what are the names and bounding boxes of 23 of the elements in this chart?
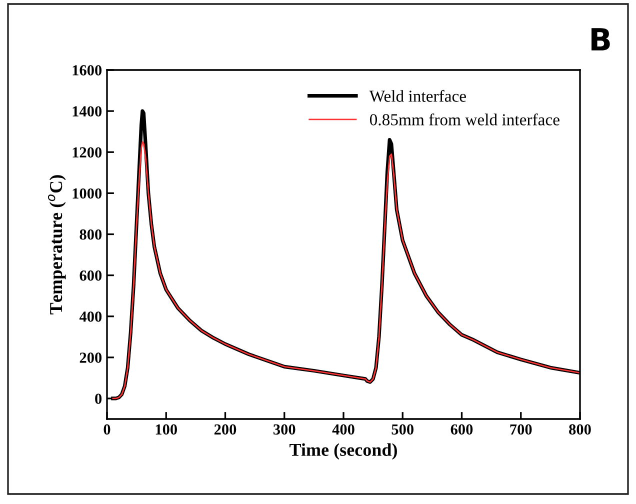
x-tick-label: 300: [273, 424, 296, 435]
y-tick-label: 200: [80, 352, 102, 363]
y-tick-label: 400: [79, 311, 102, 322]
x-tick-label: 600: [450, 424, 473, 435]
x-tick-label: 100: [156, 424, 177, 435]
y-tick-label: 1000: [72, 188, 102, 199]
y-tick-label: 800: [80, 229, 102, 240]
x-tick-label: 500: [392, 424, 414, 435]
legend-label: Weld interface: [369, 90, 466, 102]
x-tick-label: 700: [510, 424, 532, 435]
y-tick-label: 600: [80, 270, 102, 281]
x-tick-label: 800: [569, 424, 591, 435]
x-tick-label: 400: [332, 424, 354, 435]
text: B: [592, 28, 610, 50]
x-tick-label: 200: [214, 424, 236, 435]
y-tick-label: 0: [95, 394, 102, 404]
y-axis-title: Temperature ($^{o}$C): [48, 175, 66, 314]
y-tick-label: 1200: [72, 147, 102, 158]
y-tick-label: 1400: [72, 106, 102, 117]
legend-label: 0.85mm from weld interface: [370, 113, 560, 126]
y-tick-label: 1600: [72, 65, 102, 76]
x-tick-label: 0: [104, 424, 110, 435]
x-axis-title: Time (second): [290, 443, 397, 460]
